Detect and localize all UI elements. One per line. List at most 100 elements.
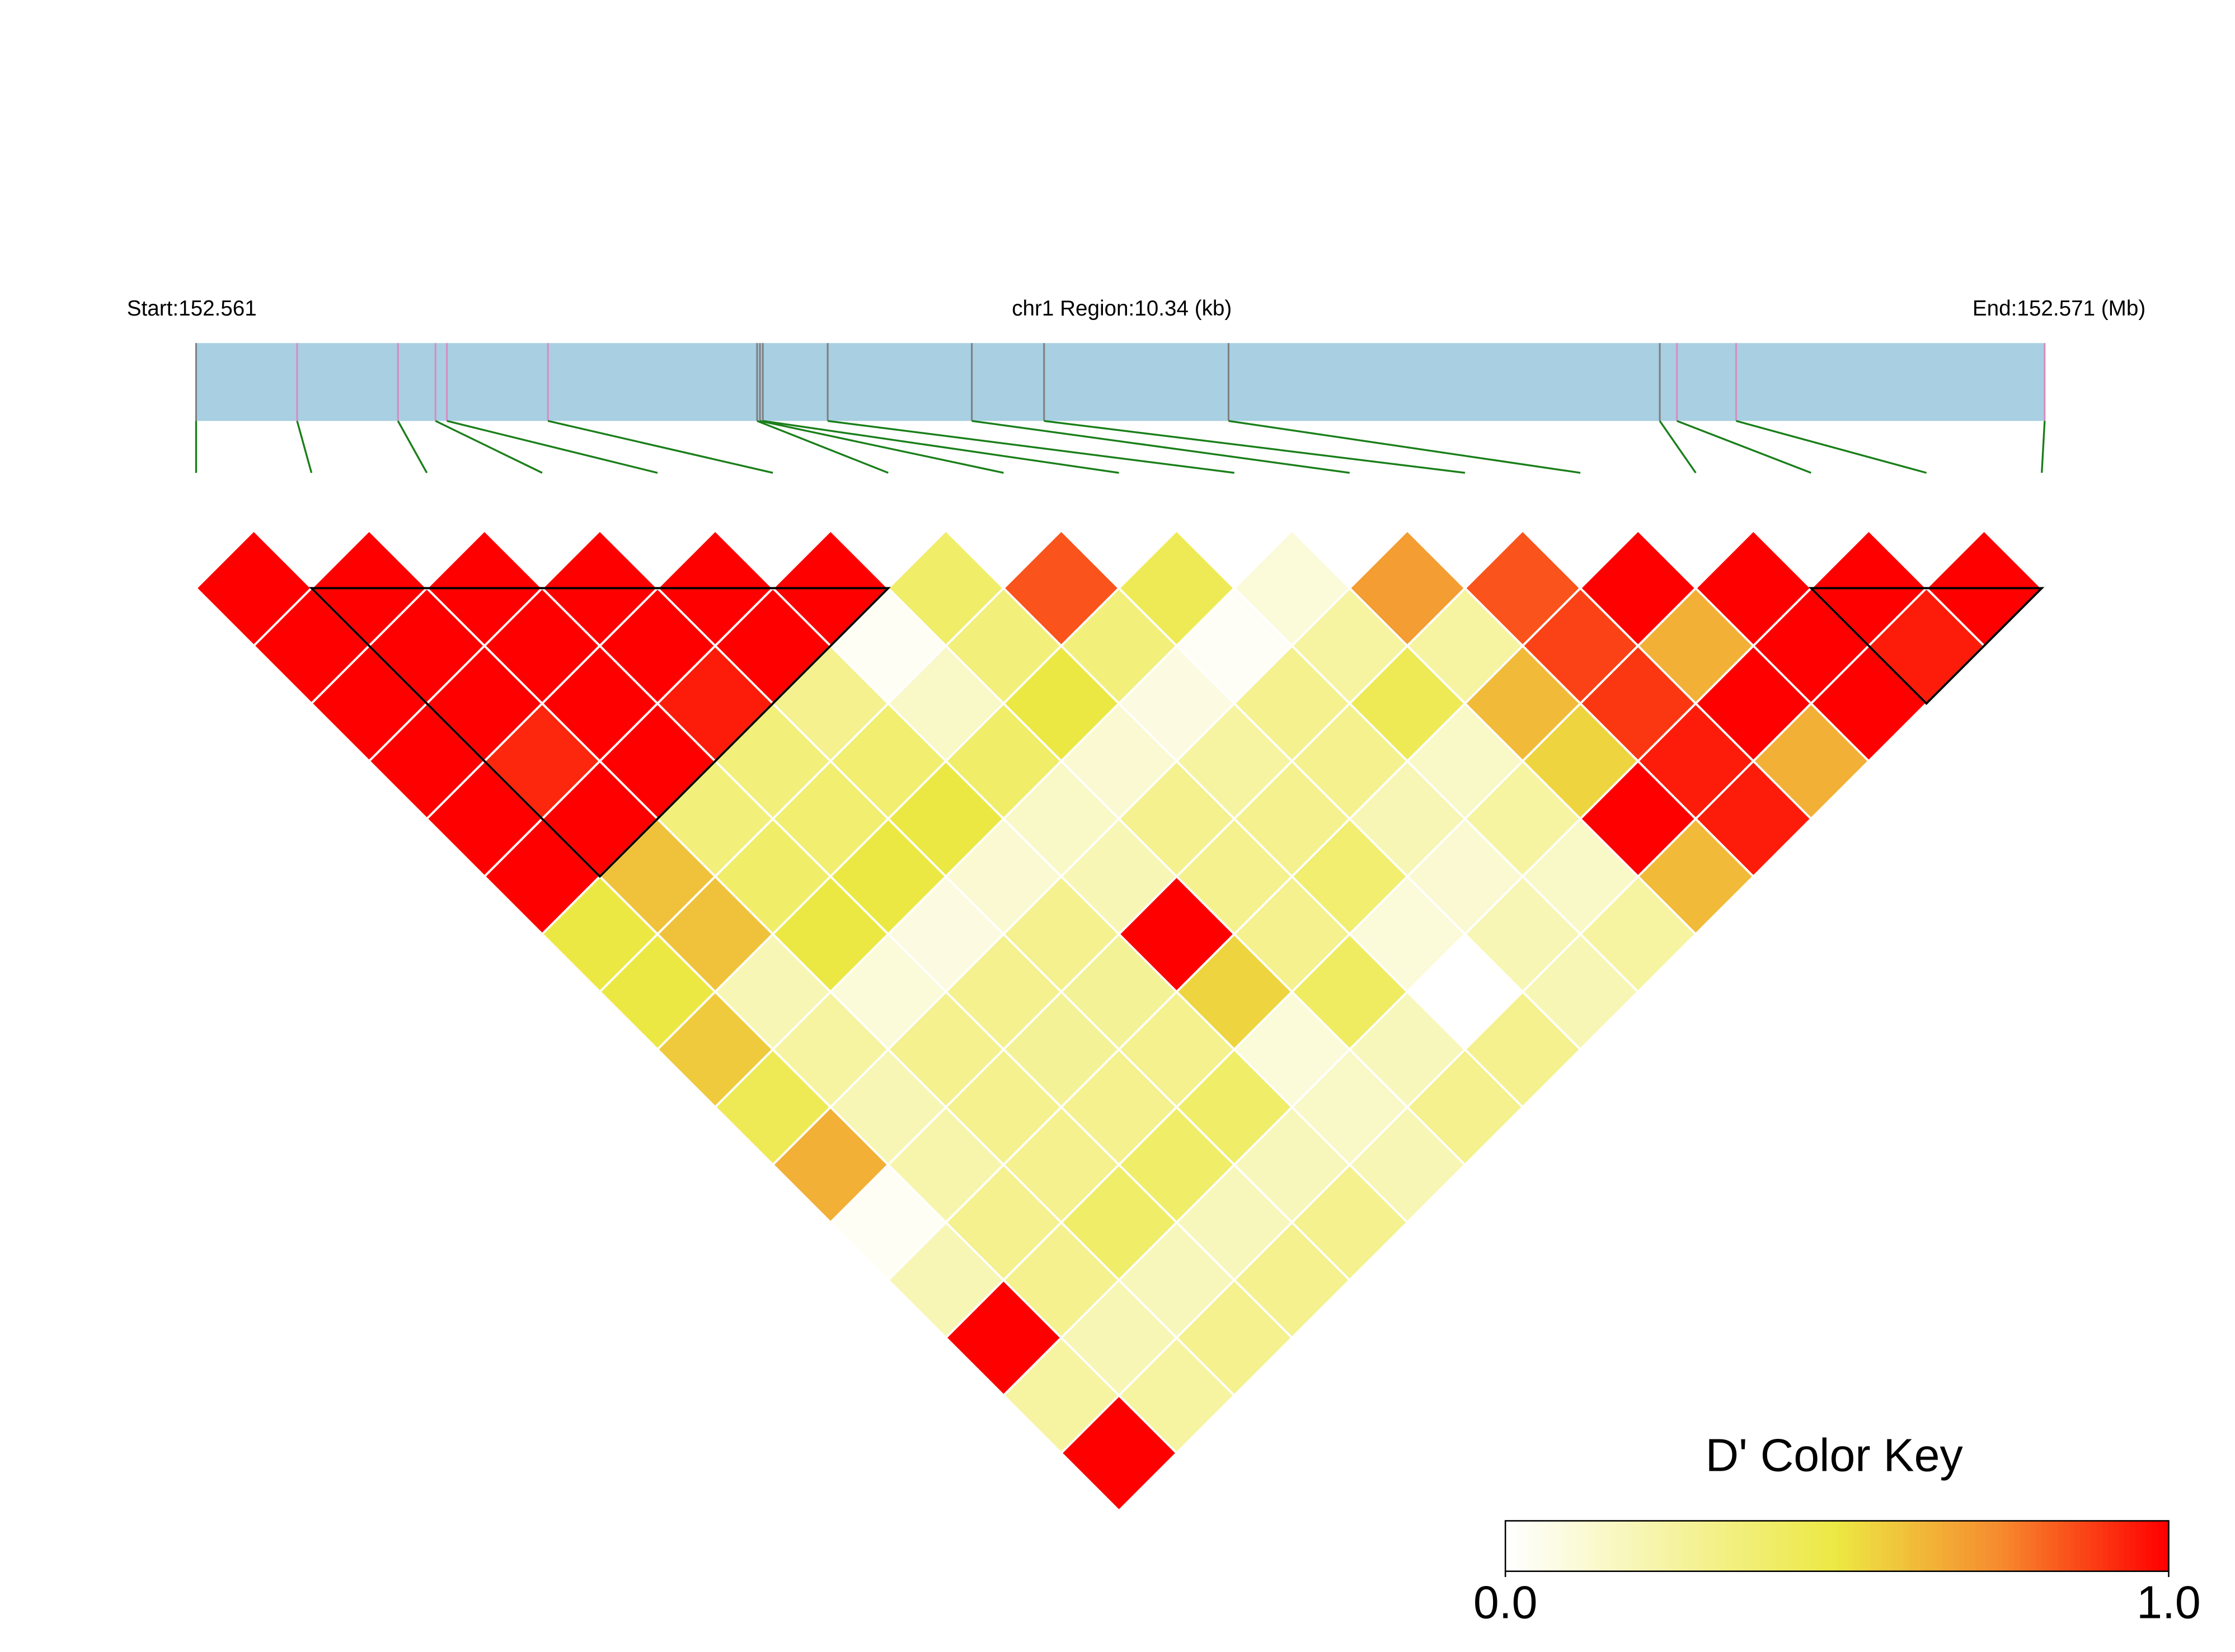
snp-connector xyxy=(759,420,1004,474)
snp-connector xyxy=(971,420,1350,474)
color-key-swatch xyxy=(1660,1521,1666,1571)
ld-block xyxy=(308,587,891,878)
color-key-swatch xyxy=(1732,1521,1739,1571)
color-key-swatch xyxy=(1798,1521,1805,1571)
color-key-swatch xyxy=(1870,1521,1877,1571)
color-key-swatch xyxy=(1992,1521,1998,1571)
snp-connector xyxy=(762,420,1119,474)
color-key-swatch xyxy=(1665,1521,1672,1571)
color-key-swatch xyxy=(2091,1521,2098,1571)
color-key-swatch xyxy=(1710,1521,1716,1571)
snp-connector xyxy=(296,420,313,473)
color-key-tick-label: 1.0 xyxy=(2137,1576,2201,1628)
snp-connector xyxy=(1677,420,1812,474)
color-key-swatch xyxy=(1881,1521,1887,1571)
color-key-swatch xyxy=(2135,1521,2142,1571)
color-key-swatch xyxy=(1693,1521,1700,1571)
end-label: End:152.571 (Mb) xyxy=(1973,296,2145,321)
snp-connector xyxy=(547,420,773,474)
color-key-swatch xyxy=(1566,1521,1572,1571)
color-key-swatch xyxy=(1969,1521,1976,1571)
color-key-swatch xyxy=(1831,1521,1838,1571)
color-key-swatch xyxy=(1649,1521,1656,1571)
color-key-swatch xyxy=(1511,1521,1518,1571)
color-key-swatch xyxy=(2152,1521,2159,1571)
color-key-swatch xyxy=(1815,1521,1821,1571)
color-key-swatch xyxy=(1925,1521,1932,1571)
color-key-swatch xyxy=(1914,1521,1921,1571)
color-key-swatch xyxy=(1931,1521,1937,1571)
snp-connector xyxy=(397,420,428,474)
color-key-swatch xyxy=(2080,1521,2087,1571)
color-key-swatch xyxy=(2053,1521,2059,1571)
color-key-swatch xyxy=(1726,1521,1733,1571)
color-key-swatch xyxy=(1859,1521,1866,1571)
color-key-swatch xyxy=(1743,1521,1750,1571)
color-key-swatch xyxy=(1892,1521,1899,1571)
color-key-swatch xyxy=(1936,1521,1943,1571)
color-key-swatch xyxy=(1688,1521,1694,1571)
color-key-swatch xyxy=(1947,1521,1954,1571)
color-key-swatch xyxy=(1875,1521,1882,1571)
color-key-swatch xyxy=(2107,1521,2114,1571)
snp-connector xyxy=(1044,420,1466,474)
color-key-swatch xyxy=(1698,1521,1706,1571)
color-key-swatch xyxy=(2130,1521,2137,1571)
color-key-swatch xyxy=(1533,1521,1539,1571)
color-key-swatch xyxy=(2102,1521,2109,1571)
color-key-swatch xyxy=(2025,1521,2031,1571)
color-key-swatch xyxy=(1782,1521,1788,1571)
snp-connector xyxy=(2041,421,2046,473)
color-key-swatch xyxy=(1616,1521,1622,1571)
color-key-swatch xyxy=(2063,1521,2070,1571)
color-key-swatch xyxy=(1632,1521,1639,1571)
color-key-swatch xyxy=(1538,1521,1545,1571)
color-key-tick-label: 0.0 xyxy=(1473,1576,1538,1628)
color-key-swatch xyxy=(1516,1521,1523,1571)
color-key-swatch xyxy=(1804,1521,1810,1571)
region-track xyxy=(196,343,2045,421)
start-label: Start:152.561 xyxy=(127,296,257,321)
color-key-swatch xyxy=(1638,1521,1645,1571)
color-key-swatch xyxy=(1898,1521,1904,1571)
color-key-swatch xyxy=(2041,1521,2048,1571)
color-key-swatch xyxy=(1505,1521,1512,1571)
color-key-swatch xyxy=(1555,1521,1562,1571)
color-key-swatch xyxy=(1848,1521,1854,1571)
color-key-swatch xyxy=(1527,1521,1534,1571)
color-key-swatch xyxy=(1738,1521,1744,1571)
color-key-swatch xyxy=(1980,1521,1987,1571)
color-key-swatch xyxy=(1986,1521,1993,1571)
color-key-swatch xyxy=(1809,1521,1816,1571)
color-key-swatch xyxy=(1621,1521,1628,1571)
color-key-swatch xyxy=(1588,1521,1595,1571)
color-key-swatch xyxy=(1909,1521,1915,1571)
color-key-swatch xyxy=(1654,1521,1661,1571)
color-key-swatch xyxy=(1754,1521,1760,1571)
color-key-swatch xyxy=(1787,1521,1794,1571)
color-key-swatch xyxy=(1550,1521,1556,1571)
color-key-swatch xyxy=(2058,1521,2065,1571)
color-key-swatch xyxy=(1721,1521,1727,1571)
color-key-swatch xyxy=(2074,1521,2081,1571)
region-label: chr1 Region:10.34 (kb) xyxy=(1012,296,1232,321)
color-key-swatch xyxy=(1704,1521,1711,1571)
color-key-swatch xyxy=(2086,1521,2092,1571)
color-key-swatch xyxy=(2030,1521,2037,1571)
legend-title: D' Color Key xyxy=(1706,1429,1964,1481)
snp-connector xyxy=(827,420,1234,474)
color-key-swatch xyxy=(1599,1521,1606,1571)
color-key-swatch xyxy=(2163,1521,2170,1571)
color-key-swatch xyxy=(1765,1521,1772,1571)
color-key-swatch xyxy=(1571,1521,1578,1571)
color-key-swatch xyxy=(2047,1521,2054,1571)
color-key-swatch xyxy=(1759,1521,1766,1571)
color-key-swatch xyxy=(1771,1521,1777,1571)
color-key-swatch xyxy=(1975,1521,1982,1571)
color-key-swatch xyxy=(1959,1521,1965,1571)
color-key-swatch xyxy=(1837,1521,1843,1571)
color-key-swatch xyxy=(1776,1521,1783,1571)
color-key-swatch xyxy=(2036,1521,2043,1571)
color-key-swatch xyxy=(1594,1521,1600,1571)
